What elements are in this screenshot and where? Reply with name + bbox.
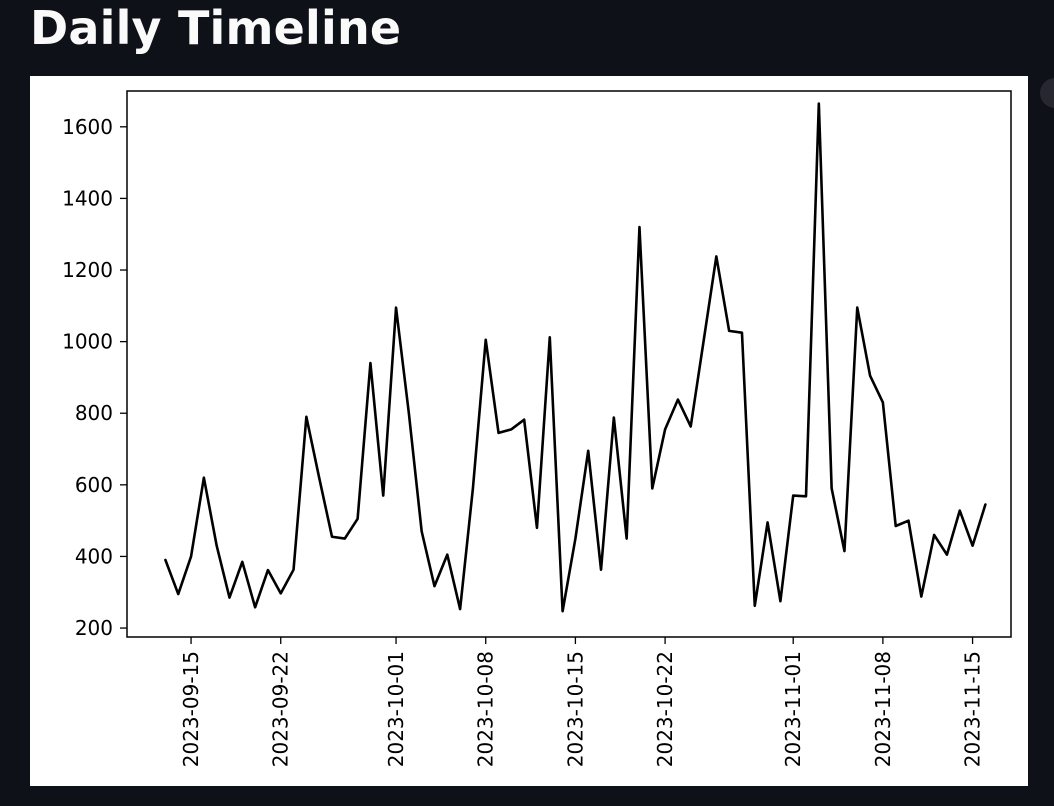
y-tick-label: 600 (75, 473, 113, 497)
y-tick-label: 200 (75, 616, 113, 640)
y-tick-label: 1400 (62, 186, 113, 210)
series-line (165, 104, 985, 612)
x-tick-label: 2023-10-08 (474, 651, 498, 767)
y-tick-label: 1600 (62, 115, 113, 139)
daily-timeline-chart: 200 400 600 800 1000 1200 1400 1600 2023-09-15 20… (30, 76, 1028, 786)
y-tick-label: 400 (75, 544, 113, 568)
x-tick-label: 2023-10-15 (563, 651, 587, 767)
page-title: Daily Timeline (30, 0, 401, 58)
x-tick-label: 2023-10-01 (384, 651, 408, 767)
x-tick-label: 2023-09-15 (179, 651, 203, 767)
x-tick-label: 2023-09-22 (269, 651, 293, 767)
y-tick-label: 800 (75, 401, 113, 425)
y-tick-label: 1000 (62, 330, 113, 354)
x-tick-label: 2023-11-15 (961, 651, 985, 767)
x-tick-label: 2023-11-08 (871, 651, 895, 767)
chart-container: 200 400 600 800 1000 1200 1400 1600 2023-09-15 20… (30, 76, 1028, 786)
sidebar-toggle-handle[interactable] (1040, 78, 1054, 108)
x-tick-label: 2023-11-01 (781, 651, 805, 767)
plot-frame (127, 91, 1011, 637)
x-tick-label: 2023-10-22 (653, 651, 677, 767)
y-tick-label: 1200 (62, 258, 113, 282)
